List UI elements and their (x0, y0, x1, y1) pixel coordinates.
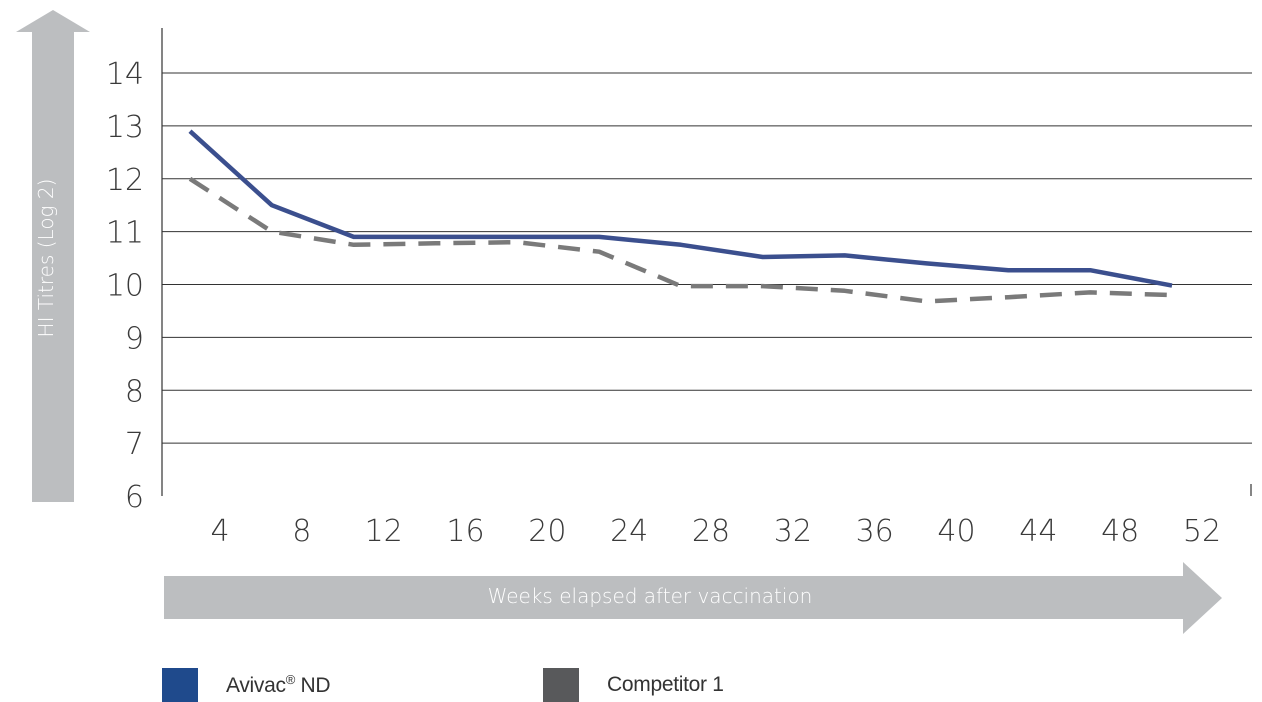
legend-label-avivac: Avivac® ND (226, 672, 331, 697)
legend-item-avivac: Avivac® ND (162, 668, 331, 702)
x-tick-labels: 4 8 12 16 20 24 28 32 36 40 44 48 52 (210, 514, 1221, 549)
y-axis-title: HI Titres (Log 2) (34, 179, 58, 338)
x-tick-label: 12 (365, 514, 403, 549)
x-tick-label: 20 (528, 514, 566, 549)
x-axis-title: Weeks elapsed after vaccination (488, 584, 813, 608)
x-tick-label: 24 (610, 514, 648, 549)
series-line-competitor-1 (188, 176, 1173, 304)
series-lines (188, 129, 1173, 304)
legend-swatch-competitor-1 (543, 668, 579, 702)
plot-frame (161, 28, 1252, 496)
x-tick-label: 40 (937, 514, 975, 549)
y-tick-label: 14 (106, 57, 144, 92)
x-tick-label: 52 (1183, 514, 1221, 549)
y-tick-label: 11 (106, 216, 144, 251)
y-tick-label: 8 (125, 374, 144, 409)
y-tick-labels: 6 7 8 9 10 11 12 13 14 (106, 57, 144, 515)
x-tick-label: 32 (774, 514, 812, 549)
y-tick-label: 13 (106, 110, 144, 145)
x-tick-label: 44 (1019, 514, 1057, 549)
y-tick-label: 7 (125, 427, 144, 462)
gridlines (162, 72, 1252, 444)
legend-item-competitor-1: Competitor 1 (543, 668, 724, 702)
x-tick-label: 28 (692, 514, 730, 549)
x-tick-label: 36 (856, 514, 894, 549)
y-tick-label: 10 (106, 269, 144, 304)
y-tick-label: 6 (125, 480, 144, 515)
x-tick-label: 48 (1101, 514, 1139, 549)
x-tick-label: 4 (210, 514, 229, 549)
x-tick-label: 16 (446, 514, 484, 549)
y-tick-label: 12 (106, 163, 144, 198)
y-tick-label: 9 (125, 321, 144, 356)
y-axis-arrow: HI Titres (Log 2) (16, 10, 90, 502)
legend-swatch-avivac (162, 668, 198, 702)
x-tick-label: 8 (292, 514, 311, 549)
legend-label-competitor-1: Competitor 1 (607, 673, 724, 696)
x-axis-arrow: Weeks elapsed after vaccination (164, 562, 1222, 634)
series-line-avivac (188, 129, 1173, 288)
